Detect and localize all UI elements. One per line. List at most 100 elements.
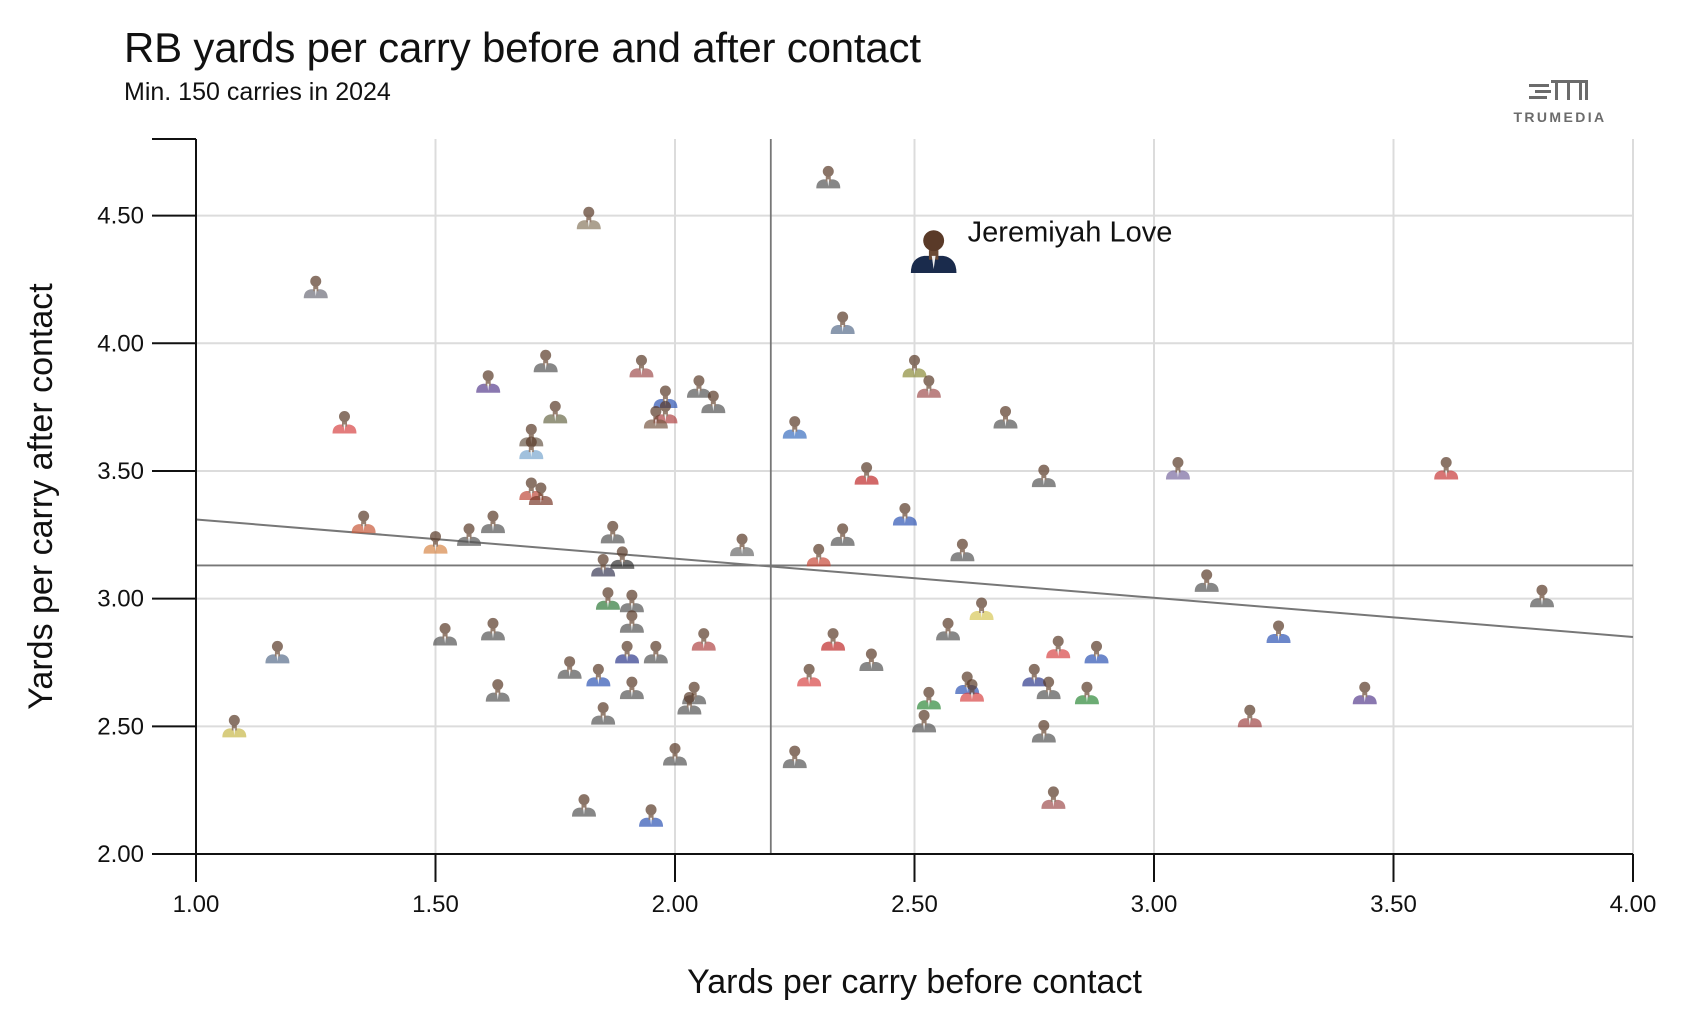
player-point — [730, 533, 755, 557]
player-point — [332, 411, 357, 434]
player-point — [557, 656, 582, 679]
grid — [196, 139, 1634, 854]
highlighted-player-point — [910, 230, 957, 273]
y-axis-title: Yards per carry after contact — [22, 283, 60, 710]
player-point — [806, 543, 831, 567]
player-point — [643, 640, 668, 664]
player-point — [902, 354, 927, 378]
player-point — [892, 502, 917, 526]
player-point — [303, 275, 328, 299]
player-point — [797, 663, 822, 687]
player-point — [912, 709, 937, 733]
player-point — [1036, 676, 1061, 700]
x-tick-label: 1.00 — [173, 891, 220, 918]
y-tick-label: 4.00 — [97, 330, 144, 357]
player-point — [1529, 584, 1554, 608]
player-point — [1352, 681, 1377, 705]
player-point — [916, 375, 941, 398]
player-point — [1041, 786, 1066, 809]
player-point — [859, 648, 884, 672]
player-point — [663, 743, 687, 766]
x-tick-label: 3.50 — [1370, 891, 1417, 918]
player-point — [643, 405, 668, 429]
x-tick-label: 4.00 — [1610, 891, 1657, 918]
player-point — [1022, 663, 1047, 687]
player-point — [619, 610, 644, 633]
player-point — [615, 640, 640, 664]
player-point — [1084, 640, 1109, 664]
player-point — [610, 546, 635, 569]
player-point — [1074, 681, 1099, 705]
player-point — [1031, 464, 1056, 488]
player-point — [830, 311, 855, 334]
y-tick-label: 3.00 — [97, 586, 144, 613]
y-tick-label: 2.00 — [97, 841, 144, 868]
player-point — [639, 804, 664, 827]
player-point — [619, 589, 644, 613]
player-point — [591, 702, 616, 725]
player-point — [854, 462, 879, 485]
y-tick-label: 4.50 — [97, 203, 144, 230]
player-point — [571, 794, 596, 817]
player-point — [629, 354, 654, 378]
y-tick-label: 2.50 — [97, 713, 144, 740]
player-point — [936, 617, 961, 641]
player-point — [1165, 457, 1190, 480]
player-point — [1237, 704, 1262, 728]
player-point — [959, 679, 984, 702]
player-point — [528, 482, 553, 506]
player-point — [480, 617, 505, 641]
player-point — [686, 375, 711, 398]
player-point — [476, 370, 501, 393]
axis-labels: 1.00 1.50 2.00 2.50 3.00 3.50 4.00 2.00 2.50 3.00… — [22, 203, 1656, 1001]
player-point — [519, 436, 544, 460]
x-tick-label: 1.50 — [412, 891, 459, 918]
player-point — [950, 538, 975, 562]
x-tick-label: 2.50 — [891, 891, 938, 918]
player-point — [701, 390, 726, 414]
trumedia-logo-icon — [1529, 80, 1588, 100]
player-point — [1434, 457, 1459, 480]
brand-name: TRUMEDIA — [1513, 109, 1607, 125]
player-point — [576, 206, 601, 230]
player-point — [457, 523, 482, 546]
player-point — [821, 628, 846, 651]
player-point — [653, 385, 678, 409]
y-tick-label: 3.50 — [97, 458, 144, 485]
player-point — [351, 510, 376, 534]
player-point — [916, 686, 941, 710]
axes — [152, 138, 1634, 882]
data-points: Jeremiyah Love — [222, 165, 1554, 827]
player-point — [265, 640, 290, 664]
x-tick-label: 2.00 — [652, 891, 699, 918]
player-point — [533, 349, 558, 373]
player-point — [691, 628, 716, 651]
player-point — [1031, 720, 1056, 743]
player-point — [677, 691, 702, 715]
player-point — [433, 623, 458, 646]
player-point — [480, 510, 505, 534]
x-axis-title: Yards per carry before contact — [687, 963, 1142, 1001]
player-point — [782, 745, 807, 769]
player-point — [591, 554, 616, 577]
player-point — [816, 165, 841, 189]
player-point — [543, 400, 568, 424]
player-point — [222, 714, 247, 738]
player-point — [1046, 635, 1071, 659]
x-tick-label: 3.00 — [1131, 891, 1178, 918]
player-point — [1194, 569, 1219, 592]
player-point — [423, 531, 448, 554]
player-point — [993, 405, 1018, 429]
player-point — [782, 416, 807, 439]
player-point — [600, 520, 625, 544]
chart-subtitle: Min. 150 carries in 2024 — [124, 78, 391, 106]
player-point — [969, 597, 994, 620]
highlight-label: Jeremiyah Love — [968, 217, 1173, 249]
player-point — [485, 679, 510, 702]
player-point — [1266, 620, 1291, 643]
player-point — [595, 587, 620, 610]
player-point — [586, 663, 611, 687]
player-point — [619, 676, 644, 700]
brand-logo: TRUMEDIA — [1500, 78, 1620, 125]
